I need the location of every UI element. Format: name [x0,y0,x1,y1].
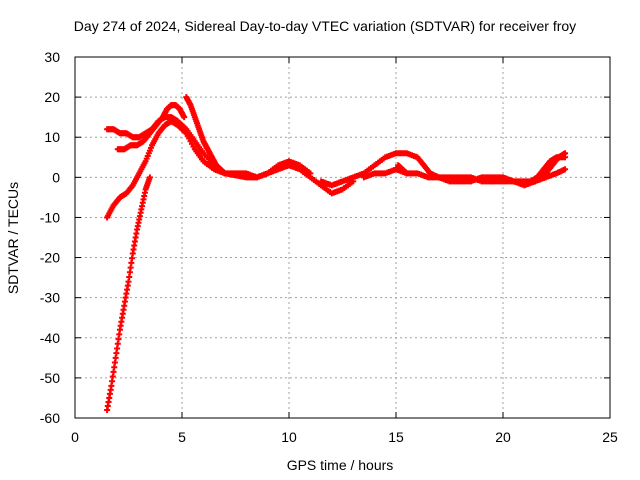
y-tick-label: 30 [44,49,60,65]
y-axis-label: SDTVAR / TECUs [5,182,21,294]
y-tick-label: -40 [40,330,60,346]
tick-labels: 0 5 10 15 20 25 -60 -50 -40 -30 -20 -10 0 10 20 30 [40,49,618,445]
data-point [146,174,153,181]
y-tick-label: -60 [40,410,60,426]
series-group [104,94,569,413]
y-tick-label: -20 [40,250,60,266]
y-tick-label: -10 [40,209,60,225]
y-tick-label: 10 [44,129,60,145]
series-spike-15h [395,162,410,177]
grid [75,57,610,418]
x-tick-label: 10 [281,429,297,445]
plot-frame [74,56,611,419]
y-tick-label: -30 [40,290,60,306]
data-point [221,170,228,177]
axes [74,56,611,419]
chart-title: Day 274 of 2024, Sidereal Day-to-day VTE… [74,18,576,34]
series-late-rise-b [527,154,569,185]
data-point [403,170,410,177]
y-tick-label: 0 [52,169,60,185]
data-point [307,170,314,177]
data-point [181,114,188,121]
series-spike-20 [183,94,228,177]
data-point [562,166,569,173]
x-tick-label: 20 [495,429,511,445]
x-tick-label: 15 [388,429,404,445]
data-point [562,154,569,161]
series-start-at-7 [114,102,188,153]
x-tick-label: 25 [602,429,618,445]
series-steep-rise [104,174,153,413]
y-tick-label: 20 [44,89,60,105]
x-tick-label: 0 [71,429,79,445]
x-axis-label: GPS time / hours [287,457,394,473]
x-tick-label: 5 [178,429,186,445]
y-tick-label: -50 [40,370,60,386]
